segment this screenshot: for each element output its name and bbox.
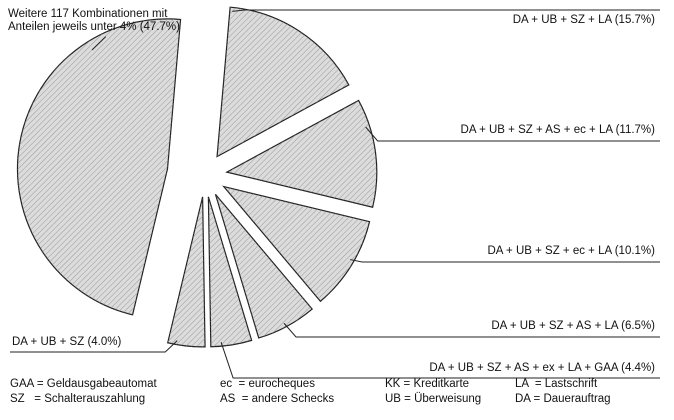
legend-item: LA = Lastschrift xyxy=(515,378,598,390)
value-label: (4.4%) xyxy=(621,362,655,374)
value-label: (15.7%) xyxy=(614,14,655,26)
slice-hatch xyxy=(215,194,313,338)
slice-label: DA + UB + SZ + ec + LA (10.1%) xyxy=(488,245,656,258)
slice-label: Weitere 117 Kombinationen mit Anteilen j… xyxy=(8,8,198,34)
slice-label: DA + UB + SZ + AS + ec + LA (11.7%) xyxy=(461,124,655,137)
slice-label: DA + UB + SZ + LA (15.7%) xyxy=(513,14,655,27)
legend-item: DA = Dauerauftrag xyxy=(515,393,611,405)
slice-label: DA + UB + SZ + AS + ex + LA + GAA (4.4%) xyxy=(429,362,655,375)
leader-line xyxy=(10,340,178,353)
value-label: (4.0%) xyxy=(87,336,122,348)
leader-line xyxy=(91,36,107,51)
legend-item: UB = Überweisung xyxy=(385,393,482,405)
category-label: DA + UB + SZ + ec + LA xyxy=(487,245,612,257)
category-label: DA + UB + SZ + LA xyxy=(512,14,612,26)
slice-hatch xyxy=(217,7,349,157)
slice-hatch xyxy=(17,18,181,315)
category-label: Weitere 117 Kombinationen mit Anteilen j… xyxy=(8,8,168,33)
value-label: (6.5%) xyxy=(621,320,655,332)
leader-line xyxy=(350,259,660,263)
category-label: DA + UB + SZ xyxy=(12,336,85,348)
legend-item: AS = andere Schecks xyxy=(220,393,335,405)
legend-item: KK = Kreditkarte xyxy=(385,378,470,390)
leader-line xyxy=(283,322,660,338)
value-label: (11.7%) xyxy=(615,124,655,136)
category-label: DA + UB + SZ + AS + ec + LA xyxy=(460,124,613,136)
slice-hatch xyxy=(167,196,206,347)
leader-line xyxy=(220,342,660,379)
value-label: (10.1%) xyxy=(614,245,655,257)
slice-hatch xyxy=(223,186,370,302)
value-label: (47.7%) xyxy=(139,21,180,33)
category-label: DA + UB + SZ + AS + LA xyxy=(491,320,618,332)
leader-line xyxy=(365,126,660,142)
slice-label: DA + UB + SZ + AS + LA (6.5%) xyxy=(491,320,655,333)
legend-item: GAA = Geldausgabeautomat xyxy=(10,378,157,390)
slice-label: DA + UB + SZ (4.0%) xyxy=(12,336,121,349)
slice-hatch xyxy=(208,196,252,347)
slice-hatch xyxy=(226,100,377,208)
leader-line xyxy=(232,9,660,12)
category-label: DA + UB + SZ + AS + ex + LA + GAA xyxy=(429,362,618,374)
legend-item: ec = eurocheques xyxy=(220,378,315,390)
legend-item: SZ = Schalterauszahlung xyxy=(10,393,146,405)
